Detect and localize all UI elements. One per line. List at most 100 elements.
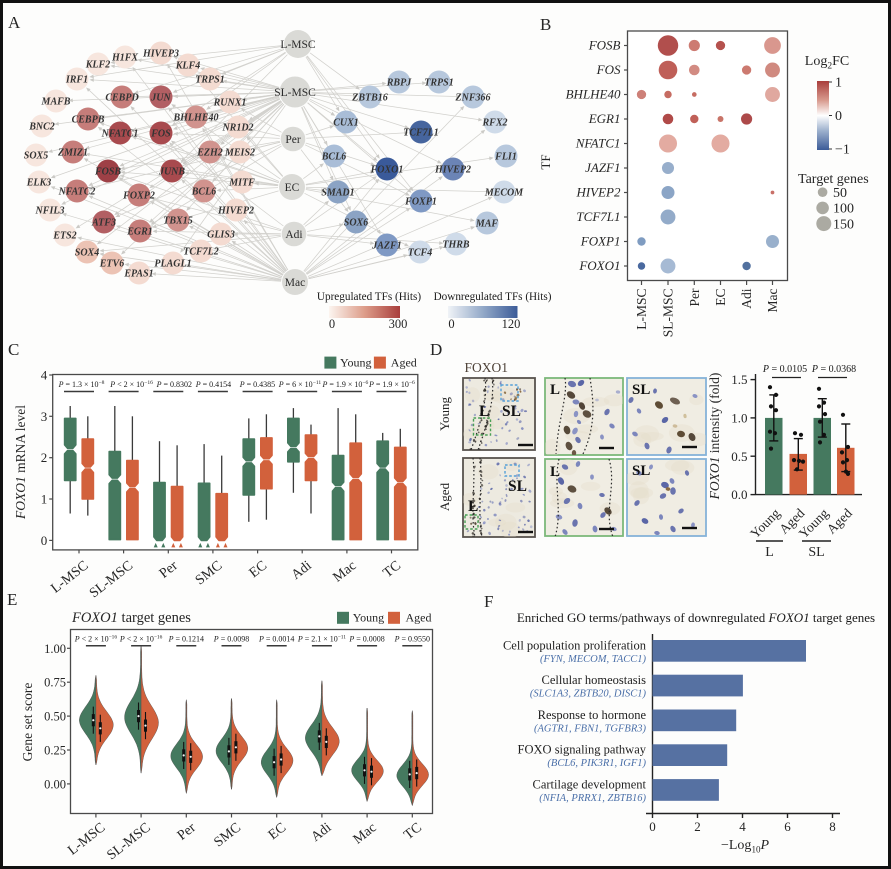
svg-text:L: L (765, 545, 774, 560)
svg-text:Enriched GO terms/pathways of: Enriched GO terms/pathways of downregula… (517, 610, 875, 625)
svg-text:SL: SL (502, 403, 521, 420)
svg-text:EGR1: EGR1 (588, 111, 621, 126)
svg-text:ELK3: ELK3 (26, 178, 51, 189)
svg-text:NFIL3: NFIL3 (35, 206, 65, 217)
svg-text:P = 0.8302: P = 0.8302 (156, 380, 192, 389)
svg-text:FOXO1: FOXO1 (370, 165, 404, 176)
svg-text:1.00: 1.00 (44, 642, 66, 656)
svg-text:Per: Per (285, 134, 301, 146)
svg-text:0.5: 0.5 (731, 449, 747, 464)
svg-text:TCF7L1: TCF7L1 (576, 209, 620, 224)
svg-text:HIVEP2: HIVEP2 (434, 165, 471, 176)
svg-text:CEBPD: CEBPD (105, 93, 138, 104)
svg-text:FOSB: FOSB (588, 38, 621, 53)
svg-text:SL: SL (632, 382, 650, 398)
svg-text:EGR1: EGR1 (126, 227, 153, 238)
svg-text:SL: SL (508, 478, 527, 495)
svg-text:−1: −1 (835, 143, 850, 158)
svg-text:TF: TF (538, 154, 553, 169)
svg-text:H1FX: H1FX (111, 53, 138, 64)
svg-text:P = 0.0368: P = 0.0368 (811, 364, 856, 375)
svg-text:PLAGL1: PLAGL1 (154, 259, 191, 270)
svg-text:GLIS3: GLIS3 (207, 230, 235, 241)
svg-text:TCF7L2: TCF7L2 (183, 247, 219, 258)
svg-text:1: 1 (41, 492, 48, 507)
svg-text:P = 0.1214: P = 0.1214 (168, 635, 204, 644)
svg-text:Adi: Adi (739, 288, 754, 308)
svg-text:F: F (484, 592, 493, 611)
svg-text:Mac: Mac (285, 277, 305, 289)
svg-text:BHLHE40: BHLHE40 (566, 87, 621, 102)
svg-text:TRPS1: TRPS1 (195, 75, 224, 86)
svg-text:0.0: 0.0 (731, 487, 747, 502)
svg-text:ETV6: ETV6 (99, 259, 124, 270)
svg-text:JUNB: JUNB (158, 167, 185, 178)
svg-text:0: 0 (835, 109, 842, 124)
svg-text:Log2FC: Log2FC (805, 54, 849, 72)
svg-text:150: 150 (833, 218, 854, 233)
svg-text:NFATC2: NFATC2 (58, 187, 96, 198)
svg-text:ZMIZ1: ZMIZ1 (57, 148, 88, 159)
svg-text:Upregulated TFs (Hits): Upregulated TFs (Hits) (317, 291, 421, 303)
svg-text:P < 2 × 10−16: P < 2 × 10−16 (109, 380, 153, 389)
svg-text:P = 0.0014: P = 0.0014 (258, 635, 294, 644)
svg-text:MAFB: MAFB (41, 97, 71, 108)
svg-text:ETS2: ETS2 (52, 231, 76, 242)
svg-text:BCL6: BCL6 (321, 152, 346, 163)
svg-text:4: 4 (739, 819, 746, 834)
svg-text:FOXP1: FOXP1 (404, 197, 437, 208)
svg-text:−Log10P: −Log10P (721, 838, 769, 855)
svg-text:Downregulated TFs (Hits): Downregulated TFs (Hits) (434, 291, 552, 303)
svg-text:L-MSC: L-MSC (634, 289, 649, 330)
svg-text:EZH2: EZH2 (196, 148, 223, 159)
svg-text:P < 2 × 10−16: P < 2 × 10−16 (74, 635, 118, 644)
svg-text:SOX6: SOX6 (344, 218, 368, 229)
svg-text:P = 0.0008: P = 0.0008 (348, 635, 384, 644)
svg-text:FLI1: FLI1 (494, 152, 517, 163)
svg-text:HIVEP2: HIVEP2 (575, 185, 621, 200)
svg-text:SL: SL (632, 463, 650, 479)
svg-text:P = 0.9550: P = 0.9550 (394, 635, 430, 644)
svg-text:P < 2 × 10−16: P < 2 × 10−16 (119, 635, 163, 644)
svg-text:(BCL6, PIK3R1, IGF1): (BCL6, PIK3R1, IGF1) (547, 758, 646, 769)
svg-text:NR1D2: NR1D2 (221, 123, 253, 134)
svg-text:TCF7L1: TCF7L1 (403, 128, 439, 139)
svg-text:100: 100 (833, 202, 854, 217)
svg-text:0.00: 0.00 (44, 777, 66, 791)
svg-text:CEBPB: CEBPB (72, 115, 105, 126)
svg-text:Gene set score: Gene set score (20, 683, 35, 762)
svg-text:E: E (7, 590, 17, 609)
svg-text:MITF: MITF (228, 178, 255, 189)
svg-text:P = 1.9 × 10−6: P = 1.9 × 10−6 (368, 380, 415, 389)
svg-text:FOXP1: FOXP1 (580, 234, 621, 249)
svg-text:NFATC1: NFATC1 (575, 136, 621, 151)
svg-text:BHLHE40: BHLHE40 (172, 113, 218, 124)
svg-text:L: L (550, 464, 560, 480)
svg-text:(FYN, MECOM, TACC1): (FYN, MECOM, TACC1) (540, 654, 646, 665)
svg-text:ATF3: ATF3 (91, 218, 116, 229)
svg-text:Young: Young (353, 611, 384, 625)
svg-text:P = 0.0098: P = 0.0098 (213, 635, 249, 644)
svg-text:3: 3 (41, 409, 48, 424)
svg-text:JAZF1: JAZF1 (371, 241, 401, 252)
svg-text:Per: Per (687, 288, 702, 307)
svg-text:FOS: FOS (150, 129, 171, 140)
svg-text:P = 6 × 10−11: P = 6 × 10−11 (278, 380, 322, 389)
svg-text:(NFIA, PRRX1, ZBTB16): (NFIA, PRRX1, ZBTB16) (539, 793, 646, 804)
svg-text:0: 0 (649, 819, 656, 834)
svg-text:MAF: MAF (475, 219, 499, 230)
svg-text:0: 0 (329, 317, 335, 331)
svg-text:BCL6: BCL6 (191, 187, 216, 198)
svg-text:A: A (8, 13, 21, 32)
svg-text:SL-MSC: SL-MSC (661, 289, 676, 338)
svg-text:P = 0.4154: P = 0.4154 (195, 380, 231, 389)
svg-text:Aged: Aged (406, 611, 432, 625)
svg-text:TBX15: TBX15 (163, 216, 192, 227)
svg-text:EC: EC (713, 289, 728, 306)
svg-text:FOXP2: FOXP2 (122, 191, 155, 202)
svg-text:FOXO1 intensity (fold): FOXO1 intensity (fold) (707, 373, 722, 501)
svg-text:CUX1: CUX1 (333, 118, 359, 129)
svg-text:Cell population proliferation: Cell population proliferation (503, 638, 647, 652)
svg-text:RUNX1: RUNX1 (213, 98, 247, 109)
svg-text:L: L (550, 382, 560, 398)
